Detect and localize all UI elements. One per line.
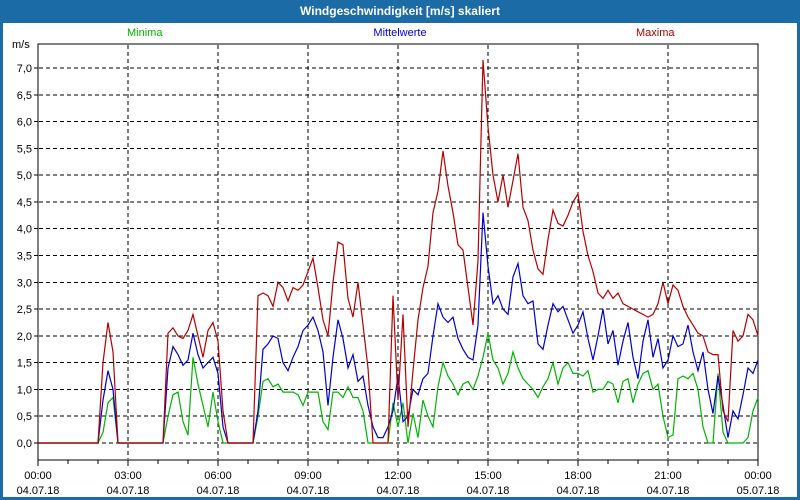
svg-text:04.07.18: 04.07.18	[107, 485, 150, 497]
svg-text:0,0: 0,0	[17, 438, 32, 450]
svg-text:4,0: 4,0	[17, 224, 32, 236]
svg-text:04.07.18: 04.07.18	[197, 485, 240, 497]
svg-text:3,5: 3,5	[17, 251, 32, 263]
svg-text:6,5: 6,5	[17, 90, 32, 102]
svg-text:04.07.18: 04.07.18	[467, 485, 510, 497]
svg-text:00:00: 00:00	[24, 470, 52, 482]
chart-legend: Minima Mittelwerte Maxima	[0, 27, 800, 43]
svg-text:05.07.18: 05.07.18	[737, 485, 780, 497]
svg-text:0,5: 0,5	[17, 411, 32, 423]
svg-text:2,0: 2,0	[17, 331, 32, 343]
svg-text:3,0: 3,0	[17, 277, 32, 289]
svg-text:03:00: 03:00	[114, 470, 142, 482]
svg-text:04.07.18: 04.07.18	[647, 485, 690, 497]
svg-text:04.07.18: 04.07.18	[377, 485, 420, 497]
legend-item-minima: Minima	[127, 27, 163, 39]
svg-text:18:00: 18:00	[564, 470, 592, 482]
svg-text:7,0: 7,0	[17, 63, 32, 75]
svg-text:2,5: 2,5	[17, 304, 32, 316]
svg-text:04.07.18: 04.07.18	[17, 485, 60, 497]
svg-text:5,5: 5,5	[17, 143, 32, 155]
svg-text:09:00: 09:00	[294, 470, 322, 482]
svg-text:21:00: 21:00	[654, 470, 682, 482]
y-axis-unit-label: m/s	[12, 39, 30, 51]
svg-text:1,0: 1,0	[17, 384, 32, 396]
series-line-maxima	[38, 59, 759, 444]
window-titlebar: Windgeschwindigkeit [m/s] skaliert	[0, 0, 800, 23]
svg-text:12:00: 12:00	[384, 470, 412, 482]
svg-text:06:00: 06:00	[204, 470, 232, 482]
svg-text:15:00: 15:00	[474, 470, 502, 482]
svg-text:5,0: 5,0	[17, 170, 32, 182]
svg-text:04.07.18: 04.07.18	[557, 485, 600, 497]
svg-text:4,5: 4,5	[17, 197, 32, 209]
svg-text:6,0: 6,0	[17, 117, 32, 129]
svg-text:1,5: 1,5	[17, 358, 32, 370]
svg-text:04.07.18: 04.07.18	[287, 485, 330, 497]
legend-item-mittelwerte: Mittelwerte	[373, 27, 427, 39]
legend-item-maxima: Maxima	[636, 27, 675, 39]
window-title: Windgeschwindigkeit [m/s] skaliert	[300, 4, 500, 18]
svg-text:00:00: 00:00	[744, 470, 772, 482]
